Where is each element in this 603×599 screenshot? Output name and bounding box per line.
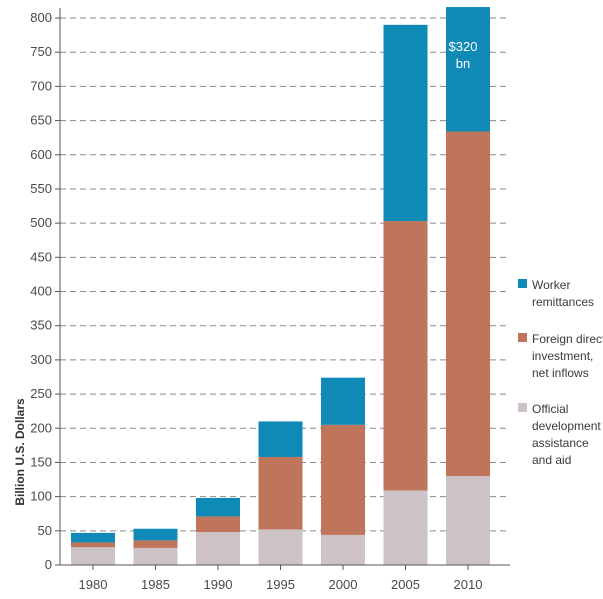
legend-swatch bbox=[518, 403, 527, 412]
x-tick-label: 2010 bbox=[454, 577, 483, 592]
y-tick-label: 550 bbox=[30, 181, 52, 196]
bar-segment bbox=[383, 24, 428, 222]
gridlines bbox=[60, 17, 510, 532]
bars bbox=[71, 7, 490, 565]
x-tick-label: 2000 bbox=[329, 577, 358, 592]
bar-segment bbox=[196, 516, 240, 533]
bar-segment bbox=[133, 547, 178, 565]
x-tick-label: 1995 bbox=[266, 577, 295, 592]
legend-label: Foreign direct investment, net inflows bbox=[532, 332, 603, 380]
bar-segment bbox=[196, 532, 240, 565]
y-tick-label: 350 bbox=[30, 318, 52, 333]
bar-segment bbox=[321, 377, 365, 425]
y-tick-label: 0 bbox=[45, 557, 52, 572]
legend-swatch bbox=[518, 279, 527, 288]
y-tick-label: 50 bbox=[38, 523, 52, 538]
legend-swatch bbox=[518, 333, 527, 342]
y-tick-label: 300 bbox=[30, 352, 52, 367]
bar-segment bbox=[446, 7, 490, 132]
legend-label: Worker remittances bbox=[532, 278, 595, 309]
bar-segment bbox=[133, 528, 178, 541]
bar-segment bbox=[71, 547, 115, 565]
y-tick-label: 250 bbox=[30, 386, 52, 401]
legend-label: Official development assistance and aid bbox=[532, 402, 601, 467]
bar-segment bbox=[71, 542, 115, 548]
remittance-annotation: $320 bn bbox=[448, 39, 478, 71]
bar-segment bbox=[133, 540, 178, 548]
axes: 0 50 100 150 200 250 300 350 400 450 500 550 600 650 7… bbox=[30, 8, 510, 592]
bar-segment bbox=[383, 221, 428, 491]
legend-item-official-development-assistance: Official development assistance and aid bbox=[518, 401, 603, 473]
bar-segment bbox=[258, 529, 303, 565]
y-tick-label: 450 bbox=[30, 249, 52, 264]
y-tick-label: 100 bbox=[30, 489, 52, 504]
legend-item-worker-remittances: Worker remittances bbox=[518, 277, 603, 317]
bar-segment bbox=[196, 497, 240, 517]
y-tick-label: 400 bbox=[30, 284, 52, 299]
bar-segment bbox=[446, 476, 490, 565]
y-tick-label: 800 bbox=[30, 10, 52, 25]
y-tick-label: 700 bbox=[30, 78, 52, 93]
bar-segment bbox=[258, 421, 303, 457]
y-axis-label: Billion U.S. Dollars bbox=[13, 398, 27, 506]
bar-segment bbox=[321, 534, 365, 565]
x-tick-label: 1985 bbox=[141, 577, 170, 592]
x-tick-label: 1990 bbox=[204, 577, 233, 592]
y-tick-label: 600 bbox=[30, 147, 52, 162]
y-tick-label: 650 bbox=[30, 113, 52, 128]
x-tick-label: 2005 bbox=[391, 577, 420, 592]
bar-segment bbox=[321, 424, 365, 535]
y-tick-label: 150 bbox=[30, 454, 52, 469]
bar-segment bbox=[71, 532, 115, 543]
legend-item-foreign-direct-investment: Foreign direct investment, net inflows bbox=[518, 331, 603, 386]
bar-segment bbox=[446, 131, 490, 477]
y-tick-label: 750 bbox=[30, 44, 52, 59]
bar-segment bbox=[258, 456, 303, 530]
y-tick-label: 200 bbox=[30, 420, 52, 435]
bar-segment bbox=[383, 490, 428, 565]
x-tick-label: 1980 bbox=[79, 577, 108, 592]
y-tick-label: 500 bbox=[30, 215, 52, 230]
